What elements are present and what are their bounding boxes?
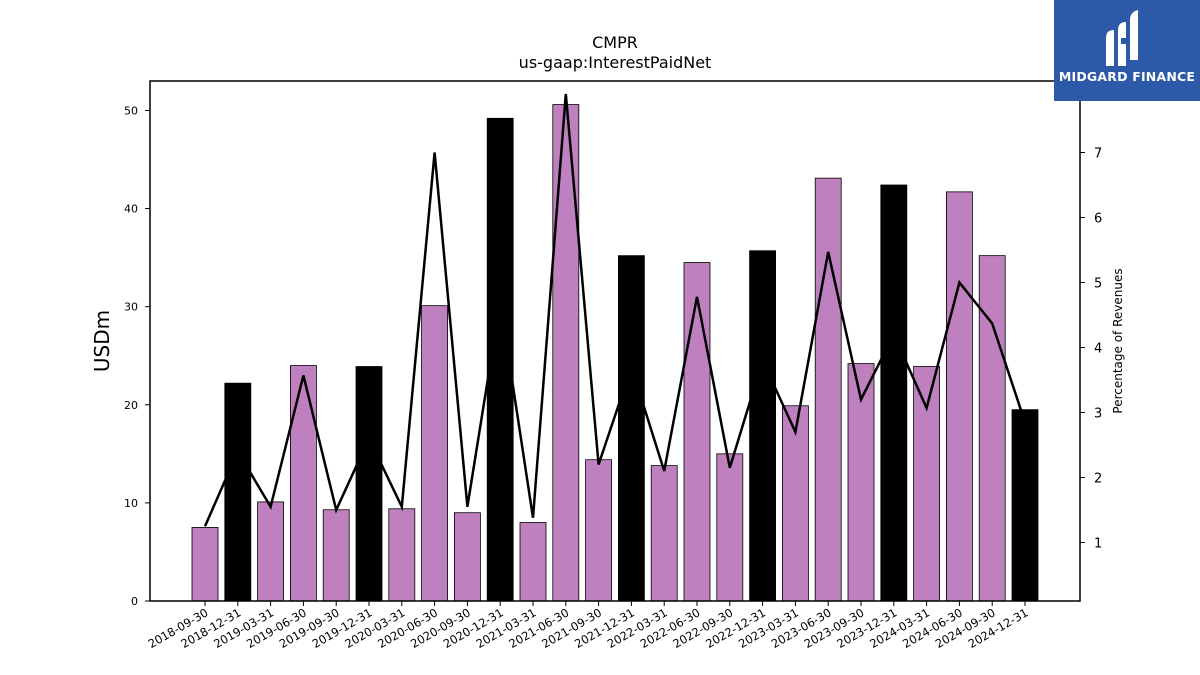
bar <box>650 465 678 602</box>
y2-tick-label: 3 <box>1094 407 1102 422</box>
y-tick-label: 50 <box>124 104 138 117</box>
y2-tick-label: 4 <box>1094 342 1102 357</box>
y-tick-label: 0 <box>131 595 138 608</box>
bar <box>224 382 252 602</box>
bar <box>716 453 744 602</box>
y-tick-label: 40 <box>124 203 138 216</box>
bar <box>683 262 711 602</box>
logo-text: MIDGARD FINANCE <box>1058 69 1196 84</box>
bar <box>191 527 219 602</box>
bar <box>814 177 842 602</box>
y-tick-label: 30 <box>124 301 138 314</box>
bar <box>749 250 776 602</box>
bar <box>782 405 809 602</box>
plot-frame <box>149 80 1081 602</box>
midgard-logo-icon <box>1106 10 1138 66</box>
y2-tick-label: 7 <box>1094 147 1102 162</box>
bar <box>289 365 317 602</box>
bar <box>585 459 612 602</box>
percentage-line <box>203 93 1027 527</box>
y-tick-label: 10 <box>124 497 138 510</box>
y-tick-label: 20 <box>124 399 138 412</box>
y-axis-label: USDm <box>90 310 114 372</box>
y2-axis-label: Percentage of Revenues <box>1111 268 1125 413</box>
bar <box>388 508 416 602</box>
bar <box>978 255 1006 602</box>
chart-title: CMPR <box>592 33 638 52</box>
bar <box>913 366 940 602</box>
bar <box>847 363 875 602</box>
bar <box>322 509 350 602</box>
y2-tick-label: 6 <box>1094 212 1102 227</box>
bar <box>618 255 645 602</box>
bar <box>1011 409 1039 602</box>
y2-tick-label: 2 <box>1094 472 1102 487</box>
bar <box>880 184 908 602</box>
bar <box>453 512 481 602</box>
chart-subtitle: us-gaap:InterestPaidNet <box>518 53 712 72</box>
midgard-finance-logo: MIDGARD FINANCE <box>1054 0 1200 101</box>
bar <box>257 501 285 602</box>
bar <box>355 366 383 602</box>
bar <box>519 522 547 602</box>
bar <box>552 104 580 602</box>
bar <box>421 305 449 602</box>
y2-tick-label: 1 <box>1094 537 1102 552</box>
y2-tick-label: 5 <box>1094 277 1102 292</box>
bar <box>946 191 973 602</box>
